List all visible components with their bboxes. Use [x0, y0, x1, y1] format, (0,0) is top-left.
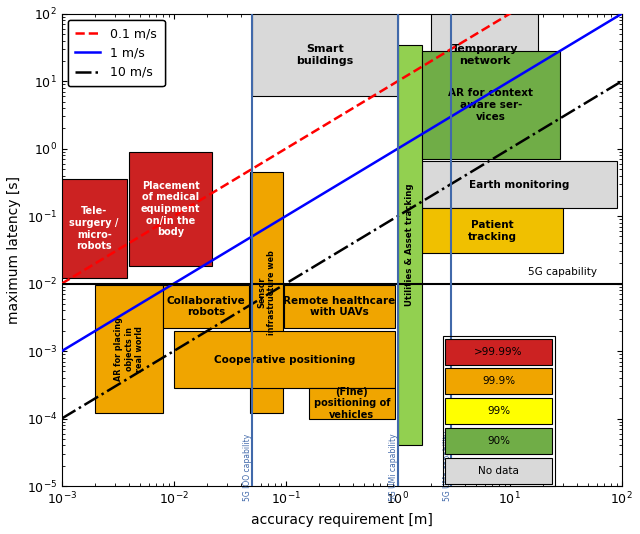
Bar	[445, 428, 552, 454]
Text: 5G UMi capability: 5G UMi capability	[389, 434, 398, 501]
Text: Smart
buildings: Smart buildings	[296, 44, 353, 66]
Text: AR for context
aware ser-
vices: AR for context aware ser- vices	[449, 89, 534, 122]
Text: Tele-
surgery /
micro-
robots: Tele- surgery / micro- robots	[70, 207, 119, 252]
Text: 5G IOO capability: 5G IOO capability	[243, 434, 252, 501]
Bar	[445, 368, 552, 395]
Bar	[308, 388, 396, 419]
1 m/s	[327, 186, 335, 192]
Bar	[422, 208, 563, 254]
1 m/s	[517, 72, 525, 78]
Text: Temporary
network: Temporary network	[452, 44, 518, 66]
1 m/s	[391, 147, 399, 153]
Text: >99.99%: >99.99%	[474, 347, 523, 357]
10 m/s	[58, 415, 65, 422]
Bar	[95, 285, 163, 413]
10 m/s	[618, 78, 625, 84]
Text: No data: No data	[478, 466, 519, 476]
Bar	[445, 398, 552, 424]
Text: 5G UMa capability: 5G UMa capability	[443, 431, 452, 501]
Bar	[445, 458, 552, 484]
Text: 90%: 90%	[487, 436, 510, 446]
10 m/s	[327, 253, 335, 260]
Text: 99.9%: 99.9%	[482, 376, 515, 387]
1 m/s	[361, 166, 369, 172]
Bar	[252, 14, 397, 96]
Bar	[284, 285, 396, 328]
10 m/s	[391, 215, 399, 221]
Y-axis label: maximum latency [s]: maximum latency [s]	[7, 176, 21, 324]
0.1 m/s	[58, 280, 65, 287]
Text: Patient
tracking: Patient tracking	[468, 220, 517, 242]
1 m/s	[604, 19, 612, 25]
X-axis label: accuracy requirement [m]: accuracy requirement [m]	[251, 513, 433, 527]
10 m/s	[604, 86, 612, 92]
Text: 5G capability: 5G capability	[528, 267, 597, 277]
10 m/s	[361, 233, 369, 239]
Bar	[397, 44, 422, 445]
0.1 m/s	[361, 98, 369, 104]
Text: Earth monitoring: Earth monitoring	[469, 180, 570, 190]
Text: Placement
of medical
equipment
on/in the
body: Placement of medical equipment on/in the…	[141, 181, 200, 237]
Text: Remote healthcare
with UAVs: Remote healthcare with UAVs	[284, 296, 396, 317]
Bar	[250, 172, 284, 413]
Text: Utilities & Asset tracking: Utilities & Asset tracking	[405, 184, 415, 306]
Line: 10 m/s: 10 m/s	[61, 81, 621, 419]
Bar	[422, 51, 560, 159]
Legend: 0.1 m/s, 1 m/s, 10 m/s: 0.1 m/s, 1 m/s, 10 m/s	[68, 20, 164, 87]
Bar	[163, 285, 249, 328]
Bar	[61, 179, 127, 278]
Bar	[431, 14, 538, 96]
Bar	[442, 336, 554, 486]
Text: 99%: 99%	[487, 406, 510, 416]
10 m/s	[517, 139, 525, 145]
0.1 m/s	[391, 80, 399, 86]
Text: Collaborative
robots: Collaborative robots	[166, 296, 245, 317]
Line: 0.1 m/s: 0.1 m/s	[61, 0, 621, 284]
1 m/s	[618, 11, 625, 17]
Bar	[445, 339, 552, 365]
Bar	[422, 161, 616, 208]
Line: 1 m/s: 1 m/s	[61, 14, 621, 351]
0.1 m/s	[517, 4, 525, 10]
1 m/s	[58, 348, 65, 354]
0.1 m/s	[324, 120, 332, 127]
Text: AR for placing
objects in
real world: AR for placing objects in real world	[114, 317, 144, 381]
0.1 m/s	[327, 118, 335, 124]
Bar	[173, 331, 396, 388]
10 m/s	[324, 255, 332, 262]
Text: Sensor
infrastructure web: Sensor infrastructure web	[257, 250, 276, 335]
Bar	[129, 152, 212, 266]
1 m/s	[324, 187, 332, 194]
Text: (Fine)
positioning of
vehicles: (Fine) positioning of vehicles	[314, 387, 390, 420]
Text: Cooperative positioning: Cooperative positioning	[214, 355, 355, 365]
